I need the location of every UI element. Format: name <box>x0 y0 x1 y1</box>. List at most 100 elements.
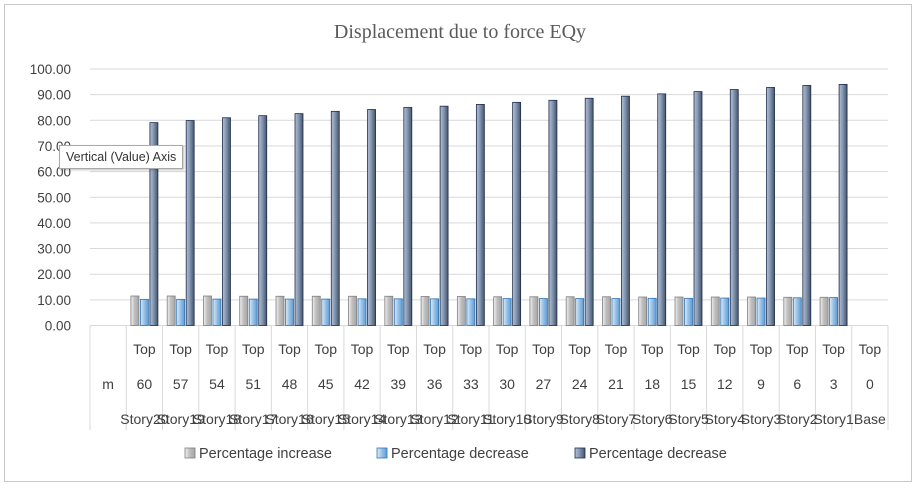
category-labels[interactable]: Top Top Top Top Top Top Top Top Top Top Top Top Top T… <box>102 341 886 427</box>
bar-percentage-decrease[interactable] <box>756 297 766 326</box>
bar-percentage-decrease-total[interactable] <box>149 122 159 326</box>
bar-percentage-increase[interactable] <box>674 296 684 326</box>
bar-percentage-increase[interactable] <box>783 296 793 326</box>
bar-percentage-increase[interactable] <box>311 295 321 326</box>
bar-percentage-decrease-total[interactable] <box>693 91 703 326</box>
bar-percentage-decrease[interactable] <box>647 297 657 326</box>
bar-percentage-decrease-total[interactable] <box>729 89 739 326</box>
bar-percentage-increase[interactable] <box>384 295 394 326</box>
category-label-story: Story2 <box>777 411 818 427</box>
bar-percentage-decrease[interactable] <box>720 297 730 326</box>
category-label-story: Story7 <box>596 411 637 427</box>
bar-percentage-decrease-total[interactable] <box>222 117 231 326</box>
y-axis-ticks[interactable]: 0.0010.0020.0030.0040.0050.0060.0070.008… <box>30 62 71 334</box>
bar-percentage-increase[interactable] <box>456 296 466 326</box>
bar-percentage-increase[interactable] <box>565 296 575 326</box>
category-label-top: Top <box>496 341 519 357</box>
bar-percentage-decrease[interactable] <box>829 297 838 326</box>
bar-percentage-increase[interactable] <box>602 296 611 326</box>
category-label-height: 51 <box>245 376 261 392</box>
bar-percentage-decrease-total[interactable] <box>475 103 485 326</box>
bar-percentage-decrease[interactable] <box>357 298 367 326</box>
bar-percentage-increase[interactable] <box>166 295 176 326</box>
category-label-story: Story19 <box>157 411 205 427</box>
bar-percentage-increase[interactable] <box>275 295 285 326</box>
legend-label: Percentage decrease <box>391 446 529 462</box>
category-label-height: 57 <box>173 376 189 392</box>
chart-title: Displacement due to force EQy <box>334 21 586 43</box>
bar-percentage-decrease[interactable] <box>792 297 802 326</box>
bar-percentage-increase[interactable] <box>239 295 249 326</box>
y-tick-label: 20.00 <box>37 267 71 282</box>
bar-percentage-increase[interactable] <box>420 296 430 326</box>
category-label-height: 6 <box>793 376 801 392</box>
bar-percentage-decrease-total[interactable] <box>766 87 775 326</box>
category-label-top: Top <box>786 341 809 357</box>
bar-percentage-decrease-total[interactable] <box>367 109 376 326</box>
bar-percentage-decrease-total[interactable] <box>584 97 594 326</box>
category-label-height: m <box>102 376 114 392</box>
bar-percentage-decrease[interactable] <box>393 298 403 326</box>
bar-percentage-decrease-total[interactable] <box>621 95 630 326</box>
bar-percentage-decrease-total[interactable] <box>802 85 812 326</box>
category-label-story: Story20 <box>120 411 168 427</box>
category-label-top: Top <box>206 341 229 357</box>
bar-percentage-decrease[interactable] <box>430 298 439 326</box>
category-label-story: Story13 <box>374 411 422 427</box>
bar-percentage-decrease[interactable] <box>539 298 548 326</box>
category-label-height: 27 <box>536 376 552 392</box>
category-label-story: Story4 <box>705 411 746 427</box>
bar-percentage-decrease-total[interactable] <box>294 113 304 326</box>
bar-percentage-increase[interactable] <box>493 296 503 326</box>
axis-tooltip: Vertical (Value) Axis <box>59 145 184 169</box>
category-label-height: 24 <box>572 376 588 392</box>
bar-percentage-decrease[interactable] <box>575 298 585 326</box>
bar-percentage-decrease-total[interactable] <box>512 101 522 326</box>
bar-percentage-increase[interactable] <box>130 295 140 326</box>
category-label-top: Top <box>387 341 410 357</box>
bar-percentage-decrease-total[interactable] <box>548 99 558 326</box>
bar-percentage-decrease-total[interactable] <box>838 83 848 326</box>
bar-percentage-decrease-total[interactable] <box>403 107 413 326</box>
bar-percentage-increase[interactable] <box>747 296 756 326</box>
bar-percentage-increase[interactable] <box>203 295 212 326</box>
bar-percentage-decrease-total[interactable] <box>330 110 340 326</box>
y-tick-label: 0.00 <box>45 319 71 334</box>
category-label-story: Story12 <box>410 411 458 427</box>
category-label-top: Top <box>713 341 736 357</box>
bar-percentage-decrease[interactable] <box>502 298 512 326</box>
bar-percentage-decrease[interactable] <box>611 298 621 326</box>
category-label-top: Top <box>750 341 773 357</box>
legend-swatch <box>184 447 196 459</box>
category-label-top: Top <box>423 341 446 357</box>
bar-percentage-decrease[interactable] <box>140 298 149 326</box>
bar-percentage-increase[interactable] <box>529 296 539 326</box>
category-label-height: 30 <box>499 376 515 392</box>
y-tick-label: 90.00 <box>37 88 71 103</box>
bar-percentage-decrease[interactable] <box>684 297 693 326</box>
bar-percentage-decrease[interactable] <box>212 298 222 326</box>
category-label-top: Top <box>278 341 301 357</box>
bar-percentage-decrease-total[interactable] <box>657 93 667 326</box>
bar-percentage-decrease[interactable] <box>176 298 186 326</box>
category-label-height: 0 <box>866 376 874 392</box>
category-label-height: 42 <box>354 376 370 392</box>
bar-percentage-increase[interactable] <box>819 296 829 326</box>
bar-percentage-decrease[interactable] <box>285 298 294 326</box>
bar-percentage-increase[interactable] <box>638 296 648 326</box>
category-label-story: Base <box>854 411 886 427</box>
category-label-story: Story5 <box>668 411 709 427</box>
bar-percentage-increase[interactable] <box>348 295 357 326</box>
category-table-lines <box>89 325 889 430</box>
bar-percentage-decrease[interactable] <box>466 298 476 326</box>
bar-percentage-decrease-total[interactable] <box>185 120 195 326</box>
bar-percentage-decrease-total[interactable] <box>258 115 268 326</box>
bar-percentage-decrease[interactable] <box>248 298 258 326</box>
category-label-height: 33 <box>463 376 479 392</box>
bar-percentage-increase[interactable] <box>710 296 720 326</box>
category-label-story: Story9 <box>523 411 564 427</box>
bar-percentage-decrease-total[interactable] <box>439 105 449 326</box>
category-label-height: 45 <box>318 376 334 392</box>
bar-percentage-decrease[interactable] <box>321 298 331 326</box>
category-label-story: Story10 <box>483 411 531 427</box>
